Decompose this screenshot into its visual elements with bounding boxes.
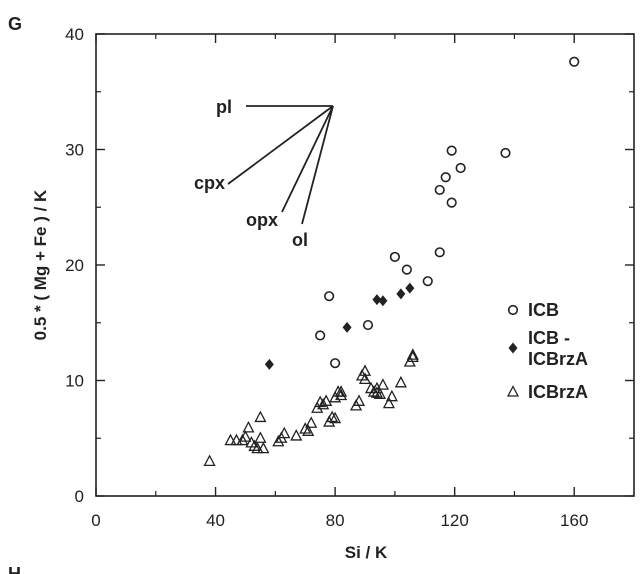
data-point-open-triangle [239, 430, 252, 442]
data-point-open-triangle [251, 441, 264, 454]
x-tick-label: 40 [206, 511, 225, 530]
data-point-open-triangle [370, 381, 384, 394]
data-point-open-triangle [320, 394, 333, 406]
data-point-open-triangle [358, 364, 372, 376]
data-point-open-triangle [335, 385, 348, 397]
y-tick-label: 30 [65, 141, 84, 160]
data-point-open-triangle [358, 372, 372, 384]
legend-label: ICBrzA [528, 349, 588, 369]
vector-ol-line [301, 105, 334, 225]
y-tick-label: 0 [75, 487, 84, 506]
y-tick-label: 40 [65, 25, 84, 44]
data-point-open-triangle [311, 401, 324, 413]
legend-marker-open-circle [507, 304, 519, 316]
data-point-open-circle [500, 147, 511, 159]
x-tick-label: 80 [326, 511, 345, 530]
y-axis-label: 0.5 * ( Mg + Fe ) / K [31, 189, 50, 340]
data-point-open-triangle [382, 396, 395, 409]
data-point-open-circle [569, 56, 580, 67]
legend-marker-filled-diamond [508, 342, 518, 354]
plot-frame [95, 33, 635, 497]
legend-marker-open-triangle [506, 385, 520, 397]
data-points [203, 56, 580, 467]
data-point-open-triangle [352, 394, 366, 406]
data-point-open-triangle [302, 424, 315, 436]
panel-label-h: H [8, 564, 21, 574]
data-point-open-circle [324, 291, 335, 302]
vector-cpx-label: cpx [194, 173, 225, 193]
vector-opx-line [281, 105, 334, 213]
data-point-open-triangle [376, 378, 390, 390]
x-tick-label: 120 [440, 511, 468, 530]
data-point-open-circle [315, 330, 326, 341]
data-point-open-circle [434, 247, 445, 258]
data-point-open-triangle [278, 426, 291, 439]
data-point-open-triangle [373, 387, 387, 400]
data-point-open-triangle [299, 422, 312, 434]
data-point-open-triangle [317, 397, 330, 410]
data-point-filled-diamond [264, 358, 274, 370]
data-point-open-circle [330, 358, 341, 369]
data-point-open-triangle [272, 434, 285, 447]
data-point-open-triangle [367, 385, 381, 397]
x-tick-label: 0 [91, 511, 100, 530]
data-point-open-triangle [203, 454, 216, 467]
data-point-open-triangle [230, 433, 243, 446]
data-point-open-triangle [236, 433, 249, 446]
data-point-open-triangle [248, 439, 261, 451]
data-point-open-triangle [335, 388, 348, 401]
data-point-open-circle [362, 319, 374, 331]
data-point-open-triangle [394, 375, 407, 388]
data-point-open-triangle [290, 429, 303, 441]
data-point-open-triangle [242, 420, 255, 433]
data-point-filled-diamond [378, 295, 388, 307]
panel-label-g: G [8, 14, 22, 34]
data-point-open-triangle [329, 411, 342, 424]
vector-cpx-line [227, 105, 334, 185]
x-axis-label: Si / K [345, 543, 388, 562]
data-point-open-circle [440, 172, 451, 183]
data-point-open-triangle [257, 441, 270, 454]
data-point-open-circle [389, 251, 400, 263]
data-point-open-triangle [406, 348, 419, 360]
data-point-open-triangle [254, 410, 267, 423]
data-point-open-circle [422, 276, 433, 287]
data-point-open-triangle [406, 350, 419, 363]
data-point-open-triangle [305, 416, 318, 428]
data-point-open-circle [434, 184, 445, 196]
vector-pl-label: pl [216, 97, 232, 117]
data-point-filled-diamond [372, 294, 382, 306]
vector-ol-label: ol [292, 230, 308, 250]
vector-opx-label: opx [246, 210, 278, 230]
data-point-open-circle [446, 197, 457, 208]
axes: 0 40 80 120 160 0 10 20 30 40 [65, 25, 635, 530]
data-point-open-circle [401, 264, 412, 275]
x-tick-label: 160 [560, 511, 588, 530]
data-point-open-circle [446, 145, 457, 156]
data-point-filled-diamond [405, 282, 415, 294]
data-point-open-circle [455, 162, 466, 174]
data-point-open-triangle [385, 389, 398, 402]
y-tick-label: 10 [65, 372, 84, 391]
y-tick-label: 20 [65, 256, 84, 275]
data-point-filled-diamond [342, 321, 352, 333]
legend-label: ICB - [528, 328, 570, 348]
legend-label: ICB [528, 300, 559, 320]
data-point-open-triangle [254, 431, 267, 443]
data-point-open-triangle [326, 410, 339, 423]
data-point-filled-diamond [396, 288, 406, 300]
legend-label: ICBrzA [528, 382, 588, 402]
data-point-open-triangle [224, 433, 237, 446]
